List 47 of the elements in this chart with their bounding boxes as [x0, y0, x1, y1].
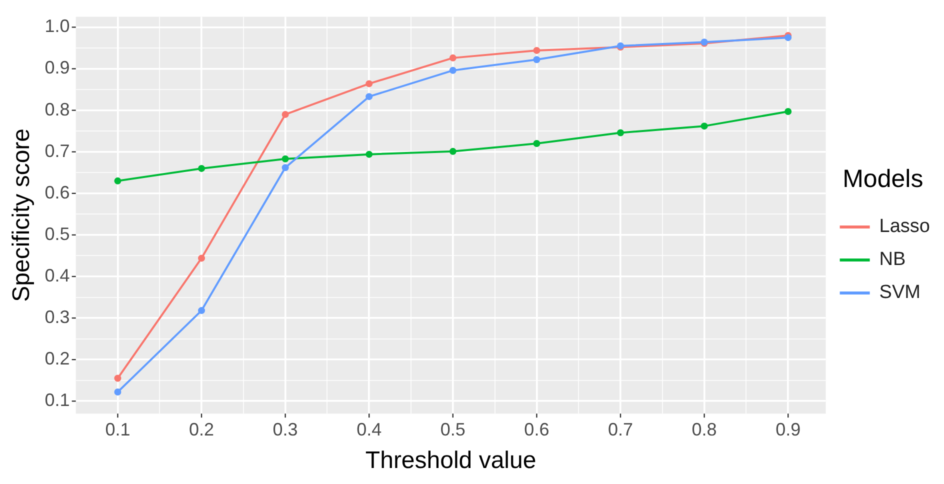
point	[784, 108, 792, 116]
point	[533, 46, 540, 54]
point	[282, 164, 289, 172]
point	[114, 177, 122, 184]
point	[366, 150, 373, 158]
point	[114, 388, 122, 396]
y-tick-label: 0.9	[44, 58, 70, 78]
legend-label: SVM	[879, 282, 920, 304]
point	[282, 155, 289, 162]
x-tick-label: 0.1	[105, 419, 130, 440]
point	[114, 374, 122, 382]
point	[198, 164, 206, 172]
x-tick-label: 0.8	[692, 419, 717, 440]
x-tick-label: 0.5	[440, 419, 466, 440]
legend-title: Models	[842, 164, 924, 193]
point	[449, 148, 456, 155]
x-tick-label: 0.2	[189, 419, 214, 440]
y-tick-label: 0.4	[44, 265, 70, 286]
point	[282, 110, 289, 118]
y-tick-label: 1.0	[44, 16, 70, 36]
y-tick-label: 0.1	[44, 390, 70, 410]
point	[366, 93, 373, 100]
x-axis-title: Threshold value	[365, 447, 536, 474]
x-tick-label: 0.4	[356, 419, 382, 440]
y-tick-label: 0.3	[44, 307, 70, 328]
x-tick-label: 0.7	[608, 419, 634, 440]
y-tick-label: 0.6	[44, 182, 70, 202]
point	[449, 54, 456, 62]
y-tick-label: 0.7	[44, 140, 70, 161]
point	[198, 254, 206, 262]
x-tick-label: 0.9	[776, 419, 801, 440]
legend-label: NB	[879, 249, 906, 270]
y-tick-label: 0.2	[44, 348, 70, 369]
point	[533, 140, 540, 148]
point	[198, 307, 206, 314]
point	[366, 80, 373, 88]
legend-label: Lasso	[879, 216, 930, 238]
point	[700, 122, 708, 130]
y-axis-title: Specificity score	[8, 128, 36, 302]
point	[784, 34, 792, 42]
y-tick-label: 0.5	[44, 224, 70, 244]
x-tick-label: 0.6	[524, 419, 550, 440]
y-tick-label: 0.8	[44, 99, 70, 120]
point	[617, 129, 624, 136]
x-tick-label: 0.3	[272, 419, 298, 440]
point	[533, 56, 540, 64]
point	[449, 66, 456, 74]
